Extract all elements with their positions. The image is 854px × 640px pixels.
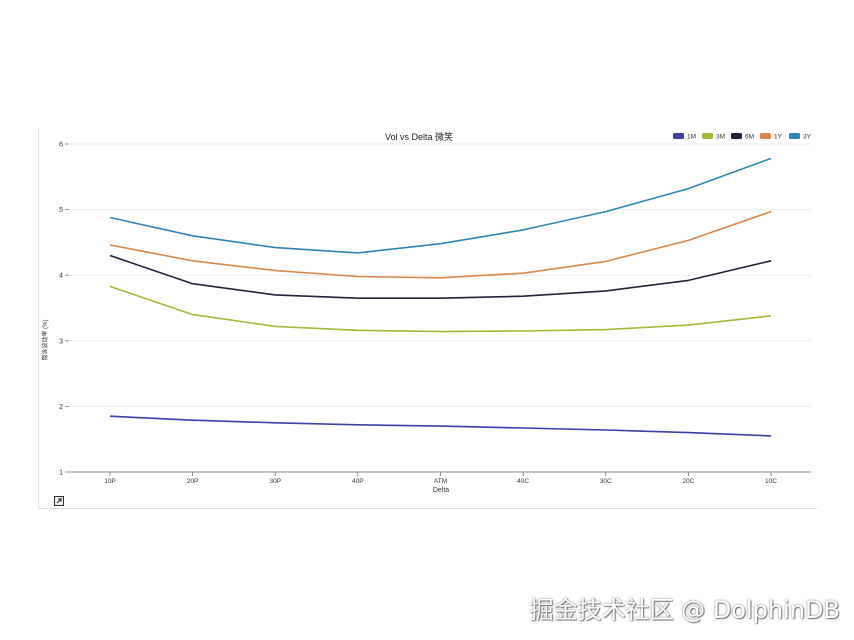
x-tick-label: 30C (600, 478, 612, 485)
y-tick-label: 1 (59, 470, 63, 477)
legend-label-3y[interactable]: 3Y (803, 134, 812, 141)
x-tick-label: 20C (682, 478, 694, 485)
x-tick-label: ATM (434, 478, 447, 485)
series-lines (109, 157, 772, 437)
x-tick-label: 20P (187, 478, 199, 485)
axes: 1 2 3 4 5 6 10P 20P 30P 40P ATM 40C 30C 20C 10C (59, 142, 811, 485)
x-tick-label: 10C (765, 478, 777, 485)
series-line-1m (109, 415, 772, 437)
y-tick-label: 2 (59, 404, 63, 411)
y-tick-label: 5 (59, 207, 63, 214)
legend-swatch-1m[interactable] (673, 133, 684, 139)
chart-panel: Vol vs Delta 微笑 1 2 3 4 5 6 10P 20P 30P 40P ATM 40C… (38, 128, 817, 509)
series-line-3y (109, 157, 772, 254)
x-tick-label: 40P (352, 478, 364, 485)
x-axis-label: Delta (433, 487, 449, 494)
series-line-6m (109, 254, 772, 299)
y-tick-label: 6 (59, 142, 63, 149)
x-tick-label: 40C (517, 478, 529, 485)
y-tick-label: 3 (59, 338, 63, 345)
legend-swatch-3m[interactable] (702, 133, 713, 139)
y-tick-label: 4 (59, 273, 63, 280)
grid-lines (69, 143, 811, 407)
y-axis-label: 隐含波动率 (%) (41, 319, 49, 360)
chart-canvas: Vol vs Delta 微笑 1 2 3 4 5 6 10P 20P 30P 40P ATM 40C… (41, 131, 812, 494)
legend-swatch-1y[interactable] (760, 133, 771, 139)
series-line-3m (109, 285, 772, 333)
series-line-1y (109, 210, 772, 279)
legend-label-1m[interactable]: 1M (687, 134, 696, 141)
chart-title: Vol vs Delta 微笑 (385, 131, 453, 142)
watermark: 掘金技术社区 @ DolphinDB (529, 596, 840, 624)
legend-label-6m[interactable]: 6M (745, 134, 754, 141)
legend-swatch-3y[interactable] (789, 133, 800, 139)
legend-swatch-6m[interactable] (731, 133, 742, 139)
x-tick-label: 30P (269, 478, 281, 485)
expand-icon[interactable] (54, 496, 64, 506)
x-tick-label: 10P (104, 478, 116, 485)
legend-label-3m[interactable]: 3M (716, 134, 725, 141)
legend[interactable]: 1M 3M 6M 1Y 3Y (673, 133, 812, 141)
legend-label-1y[interactable]: 1Y (774, 134, 783, 141)
